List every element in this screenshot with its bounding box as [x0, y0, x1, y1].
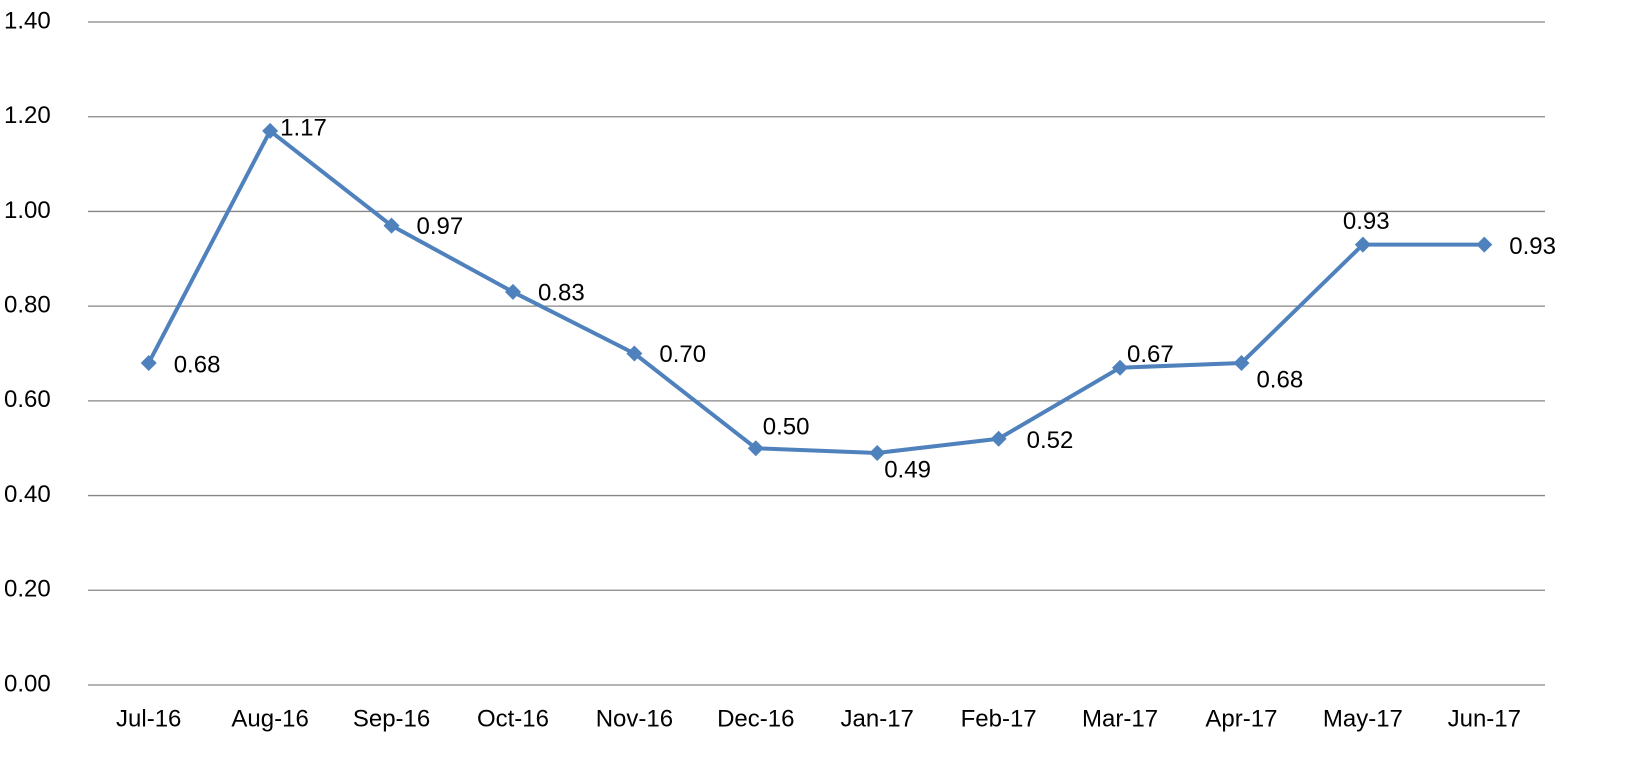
point-marker	[140, 354, 157, 371]
x-tick-label: Oct-16	[477, 705, 549, 732]
y-tick-label: 0.20	[4, 576, 51, 603]
series-line	[146, 128, 1485, 455]
y-tick-label: 0.80	[4, 291, 51, 318]
point-marker	[869, 444, 886, 461]
point-marker	[1112, 359, 1129, 376]
point-marker	[747, 440, 764, 457]
x-tick-label: Mar-17	[1082, 705, 1158, 732]
data-label: 0.67	[1127, 341, 1174, 368]
data-label: 0.97	[417, 213, 464, 240]
data-label: 0.93	[1509, 233, 1556, 260]
point-marker	[504, 283, 521, 300]
x-tick-label: May-17	[1323, 705, 1403, 732]
point-marker	[383, 217, 400, 234]
data-label: 0.68	[174, 351, 221, 378]
x-tick-label: Dec-16	[717, 705, 794, 732]
data-label: 0.83	[538, 279, 585, 306]
point-marker	[1476, 236, 1493, 253]
x-tick-label: Feb-17	[961, 705, 1037, 732]
data-label: 0.70	[659, 341, 706, 368]
point-marker	[1354, 236, 1371, 253]
point-marker	[262, 122, 279, 139]
point-marker	[990, 430, 1007, 447]
data-label: 0.68	[1256, 366, 1303, 393]
y-tick-label: 0.60	[4, 386, 51, 413]
y-tick-label: 0.00	[4, 670, 51, 697]
y-tick-label: 1.20	[4, 102, 51, 129]
x-tick-label: Jun-17	[1448, 705, 1521, 732]
x-tick-label: Jan-17	[841, 705, 914, 732]
y-tick-label: 1.40	[4, 7, 51, 34]
point-marker	[1233, 354, 1250, 371]
x-tick-label: Sep-16	[353, 705, 430, 732]
point-marker	[626, 345, 643, 362]
x-tick-label: Nov-16	[596, 705, 673, 732]
x-tick-label: Apr-17	[1205, 705, 1277, 732]
x-tick-label: Aug-16	[231, 705, 308, 732]
data-label: 0.49	[884, 456, 931, 483]
x-tick-label: Jul-16	[116, 705, 181, 732]
data-label: 1.17	[280, 114, 327, 141]
data-label: 0.93	[1343, 208, 1390, 235]
y-tick-label: 0.40	[4, 481, 51, 508]
data-label: 0.50	[763, 414, 810, 441]
data-label: 0.52	[1027, 427, 1074, 454]
y-tick-label: 1.00	[4, 197, 51, 224]
